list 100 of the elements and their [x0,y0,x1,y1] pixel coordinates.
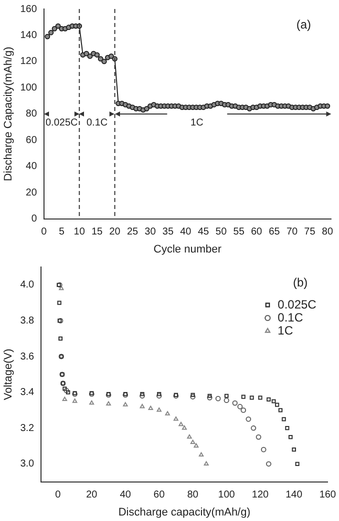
x-tick-label: 60 [251,226,263,238]
point [258,396,262,400]
point [241,394,246,399]
point [62,386,67,391]
x-tick-label: 100 [218,490,236,501]
point [246,416,252,422]
legend-label: 0.1C [278,310,304,324]
point [57,300,62,305]
point [187,434,192,439]
point [182,425,187,430]
point [288,434,293,440]
point [295,462,300,466]
point [266,461,272,467]
point [64,388,70,394]
y-axis-title: Voltage(V) [2,348,15,400]
point [232,400,238,406]
y-tick-label: 3.0 [20,458,35,470]
point [215,396,221,402]
annotation: (a) [296,17,311,32]
point [224,398,230,404]
y-tick-label: 20 [26,187,38,198]
x-tick-label: 75 [304,226,316,238]
point [122,402,128,406]
point [174,416,178,421]
x-tick-label: 20 [86,490,98,501]
x-tick-label: 60 [154,490,166,501]
annotation: 1C [190,118,204,129]
point [275,402,280,407]
y-tick-label: 0 [31,214,38,225]
x-tick-label: 65 [268,226,280,238]
x-tick-label: 0 [41,226,48,238]
point [140,393,145,399]
x-axis-title: Cycle number [154,243,222,256]
x-tick-label: 35 [162,226,174,238]
x-tick-label: 45 [198,226,210,238]
point [292,448,296,452]
y-tick-label: 60 [26,134,38,146]
y-tick-label: 3.4 [20,387,35,398]
point [106,401,111,406]
point [140,392,144,396]
x-tick-label: 40 [180,226,192,238]
x-tick-label: 25 [126,226,138,238]
annotation: 0.025C [45,118,78,129]
point [89,400,94,405]
point [260,446,266,452]
y-tick-label: 100 [20,82,38,94]
point [256,434,262,440]
x-tick-label: 140 [286,490,303,501]
point [278,408,283,412]
point [272,399,276,404]
y-tick-label: 160 [20,4,38,15]
point [250,396,254,400]
y-tick-label: 3.2 [20,422,35,434]
point [224,394,229,398]
point [156,393,162,399]
x-tick-label: 50 [216,226,228,238]
point [62,396,68,402]
legend-label: 0.025C [278,297,317,312]
point [240,408,246,413]
y-tick-label: 4.0 [20,280,35,291]
point [156,408,162,412]
x-tick-label: 160 [319,490,336,501]
point [66,390,70,394]
annotation: (b) [292,275,308,290]
point [237,404,243,410]
y-tick-label: 120 [20,56,38,68]
point [190,440,196,444]
x-tick-label: 70 [286,226,298,238]
legend-label: 1C [278,323,294,338]
x-axis-title: Discharge capacity(mAh/g) [118,506,250,518]
y-tick-label: 3.6 [20,351,35,362]
point [285,426,290,430]
point [58,286,64,290]
x-tick-label: 40 [120,490,132,501]
point [208,394,212,398]
y-tick-label: 3.8 [20,315,35,326]
y-tick-label: 40 [26,161,38,172]
annotation: 0.1C [86,118,108,129]
point [58,336,63,341]
y-tick-label: 140 [20,30,38,41]
point [72,398,78,403]
x-tick-label: 120 [252,490,270,501]
x-tick-label: 30 [144,226,156,238]
x-tick-label: 20 [109,226,121,238]
x-tick-label: 10 [74,226,86,238]
point [148,406,154,410]
point [178,422,184,426]
point [266,397,271,402]
point [194,443,199,448]
point [198,452,204,457]
y-axis-title: Discharge Capacity(mAh/g) [2,46,15,182]
x-tick-label: 15 [91,226,104,238]
point [282,417,286,422]
point [157,392,162,396]
point [165,411,170,416]
x-tick-label: 55 [233,226,245,238]
point [204,461,209,466]
x-tick-label: 80 [187,490,199,501]
x-tick-label: 80 [322,226,334,238]
point [250,425,256,431]
